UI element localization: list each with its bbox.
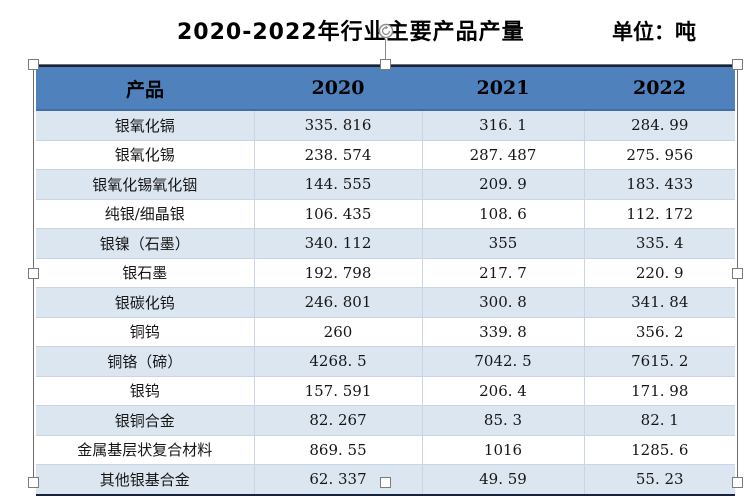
rotate-handle-icon[interactable] — [378, 23, 394, 39]
value-cell: 209. 9 — [421, 169, 584, 199]
product-cell: 银氧化锡 — [36, 139, 254, 170]
value-cell: 112. 172 — [583, 198, 735, 229]
table-row: 纯银/细晶银 106. 435 108. 6 112. 172 — [36, 198, 735, 229]
table-row: 其他银基合金 62. 337 49. 59 55. 23 — [36, 464, 735, 495]
value-cell: 82. 1 — [583, 405, 735, 435]
value-cell: 85. 3 — [421, 405, 584, 435]
value-cell: 217. 7 — [421, 257, 584, 288]
value-cell: 1285. 6 — [583, 434, 735, 465]
value-cell: 106. 435 — [253, 198, 422, 229]
table-row: 银氧化镉 335. 816 316. 1 284. 99 — [36, 110, 735, 140]
value-cell: 316. 1 — [421, 110, 584, 140]
table-row: 银石墨 192. 798 217. 7 220. 9 — [36, 257, 735, 288]
resize-handle-top-right[interactable] — [732, 59, 743, 70]
table-row: 铜钨 260 339. 8 356. 2 — [36, 316, 735, 347]
value-cell: 339. 8 — [421, 316, 584, 347]
resize-handle-bottom-left[interactable] — [28, 477, 39, 488]
rotate-handle-stem — [385, 39, 386, 59]
value-cell: 7615. 2 — [583, 346, 735, 376]
value-cell: 341. 84 — [583, 287, 735, 317]
value-cell: 238. 574 — [253, 139, 422, 170]
table-row: 银氧化锡氧化铟 144. 555 209. 9 183. 433 — [36, 169, 735, 199]
value-cell: 206. 4 — [421, 375, 584, 406]
product-cell: 银镍（石墨） — [36, 228, 254, 258]
page-title: 2020-2022年行业主要产品产量 — [177, 20, 525, 45]
column-header: 产品 — [36, 66, 254, 111]
product-cell: 其他银基合金 — [36, 464, 254, 495]
selected-object-frame[interactable]: 产品 2020 2021 2022 银氧化镉 335. 816 316. 1 284. 99… — [28, 23, 743, 496]
value-cell: 355 — [421, 228, 584, 258]
table-row: 铜铬（碲） 4268. 5 7042. 5 7615. 2 — [36, 346, 735, 376]
value-cell: 356. 2 — [583, 316, 735, 347]
table-row: 银铜合金 82. 267 85. 3 82. 1 — [36, 405, 735, 435]
resize-handle-middle-left[interactable] — [28, 268, 39, 279]
product-cell: 银钨 — [36, 375, 254, 406]
product-cell: 金属基层状复合材料 — [36, 434, 254, 465]
table-body: 银氧化镉 335. 816 316. 1 284. 99 银氧化锡 238. 574 287… — [36, 110, 735, 495]
resize-handle-top-left[interactable] — [28, 59, 39, 70]
value-cell: 284. 99 — [583, 110, 735, 140]
product-cell: 银铜合金 — [36, 405, 254, 435]
table-row: 银钨 157. 591 206. 4 171. 98 — [36, 375, 735, 406]
value-cell: 287. 487 — [421, 139, 584, 170]
table-row: 银氧化锡 238. 574 287. 487 275. 956 — [36, 139, 735, 170]
value-cell: 335. 4 — [583, 228, 735, 258]
table-row: 银镍（石墨） 340. 112 355 335. 4 — [36, 228, 735, 258]
value-cell: 108. 6 — [421, 198, 584, 229]
product-cell: 铜铬（碲） — [36, 346, 254, 376]
table-header-row: 产品 2020 2021 2022 — [36, 66, 735, 111]
product-cell: 银氧化镉 — [36, 110, 254, 140]
product-cell: 铜钨 — [36, 316, 254, 347]
value-cell: 340. 112 — [253, 228, 422, 258]
value-cell: 260 — [253, 316, 422, 347]
value-cell: 183. 433 — [583, 169, 735, 199]
value-cell: 220. 9 — [583, 257, 735, 288]
value-cell: 4268. 5 — [253, 346, 422, 376]
column-header: 2022 — [584, 66, 735, 111]
resize-handle-middle-right[interactable] — [732, 268, 743, 279]
column-header: 2020 — [254, 66, 422, 111]
table-row: 金属基层状复合材料 869. 55 1016 1285. 6 — [36, 434, 735, 465]
value-cell: 275. 956 — [583, 139, 735, 170]
value-cell: 82. 267 — [253, 405, 422, 435]
value-cell: 869. 55 — [253, 434, 422, 465]
unit-label: 单位：吨 — [612, 20, 696, 44]
value-cell: 1016 — [421, 434, 584, 465]
product-cell: 银石墨 — [36, 257, 254, 288]
value-cell: 192. 798 — [253, 257, 422, 288]
value-cell: 246. 801 — [253, 287, 422, 317]
resize-handle-bottom-center[interactable] — [380, 477, 391, 488]
value-cell: 157. 591 — [253, 375, 422, 406]
product-cell: 银碳化钨 — [36, 287, 254, 317]
product-cell: 银氧化锡氧化铟 — [36, 169, 254, 199]
table-row: 银碳化钨 246. 801 300. 8 341. 84 — [36, 287, 735, 317]
column-header: 2021 — [422, 66, 584, 111]
value-cell: 335. 816 — [253, 110, 422, 140]
value-cell: 7042. 5 — [421, 346, 584, 376]
value-cell: 144. 555 — [253, 169, 422, 199]
value-cell: 171. 98 — [583, 375, 735, 406]
resize-handle-bottom-right[interactable] — [732, 477, 743, 488]
value-cell: 55. 23 — [583, 464, 735, 495]
value-cell: 300. 8 — [421, 287, 584, 317]
product-output-table: 产品 2020 2021 2022 银氧化镉 335. 816 316. 1 284. 99… — [36, 65, 735, 496]
resize-handle-top-center[interactable] — [380, 59, 391, 70]
product-cell: 纯银/细晶银 — [36, 198, 254, 229]
value-cell: 49. 59 — [421, 464, 584, 495]
value-cell: 62. 337 — [253, 464, 422, 495]
